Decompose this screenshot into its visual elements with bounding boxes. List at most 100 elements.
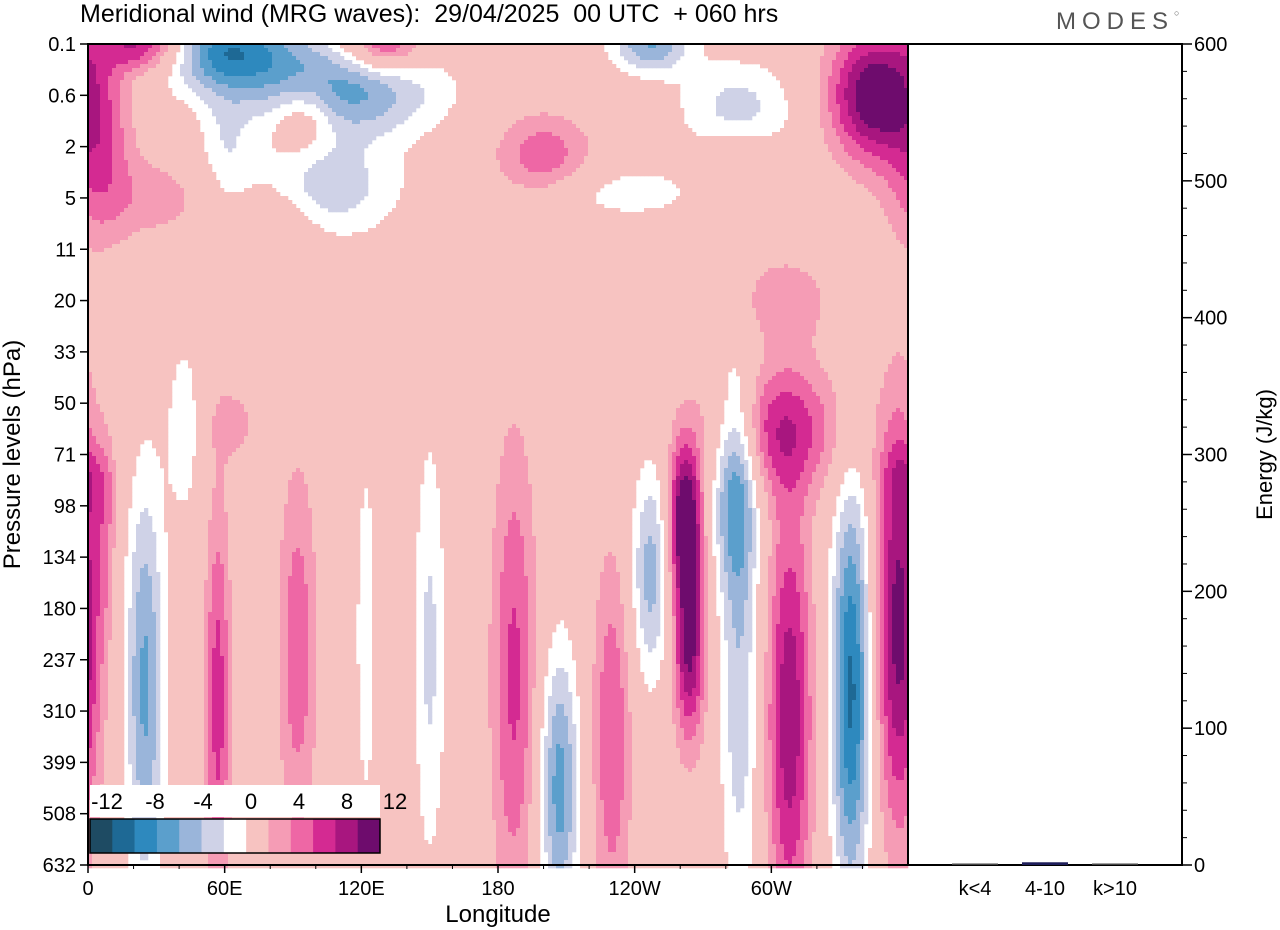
- field-cell: [636, 124, 641, 129]
- field-cell: [776, 152, 781, 157]
- field-cell: [488, 116, 493, 121]
- field-cell: [660, 108, 665, 113]
- field-cell: [508, 116, 513, 121]
- field-cell: [160, 148, 165, 153]
- field-cell: [244, 68, 249, 73]
- field-cell: [452, 148, 457, 153]
- field-cell: [200, 60, 205, 65]
- field-cell: [276, 104, 281, 109]
- field-cell: [356, 76, 361, 81]
- field-cell: [212, 104, 217, 109]
- field-cell: [600, 56, 605, 61]
- field-cell: [552, 152, 557, 157]
- field-cell: [168, 104, 173, 109]
- field-cell: [184, 140, 189, 145]
- field-cell: [464, 64, 469, 69]
- field-cell: [700, 152, 705, 157]
- field-cell: [844, 128, 849, 133]
- field-cell: [580, 48, 585, 53]
- field-cell: [832, 80, 837, 85]
- field-cell: [552, 64, 557, 69]
- field-cell: [180, 140, 185, 145]
- field-cell: [736, 44, 741, 49]
- field-cell: [688, 156, 693, 161]
- field-cell: [476, 104, 481, 109]
- field-cell: [92, 112, 97, 117]
- field-cell: [856, 128, 861, 133]
- field-cell: [112, 64, 117, 69]
- field-cell: [616, 140, 621, 145]
- field-cell: [324, 48, 329, 53]
- field-cell: [848, 108, 853, 113]
- field-cell: [408, 44, 413, 49]
- field-cell: [528, 104, 533, 109]
- field-cell: [604, 64, 609, 69]
- field-cell: [860, 112, 865, 117]
- field-cell: [816, 80, 821, 85]
- field-cell: [576, 140, 581, 145]
- field-cell: [880, 64, 885, 69]
- field-cell: [616, 108, 621, 113]
- field-cell: [900, 64, 905, 69]
- field-cell: [100, 124, 105, 129]
- field-cell: [276, 92, 281, 97]
- field-cell: [784, 152, 789, 157]
- field-cell: [484, 84, 489, 89]
- field-cell: [484, 108, 489, 113]
- field-cell: [420, 52, 425, 57]
- field-cell: [432, 52, 437, 57]
- field-cell: [880, 140, 885, 145]
- field-cell: [376, 84, 381, 89]
- field-cell: [276, 128, 281, 133]
- field-cell: [436, 48, 441, 53]
- field-cell: [896, 104, 901, 109]
- field-cell: [828, 88, 833, 93]
- field-cell: [288, 124, 293, 129]
- field-cell: [424, 132, 429, 137]
- field-cell: [432, 148, 437, 153]
- field-cell: [496, 92, 501, 97]
- field-cell: [456, 128, 461, 133]
- field-cell: [348, 148, 353, 153]
- field-cell: [892, 148, 897, 153]
- field-cell: [480, 92, 485, 97]
- field-cell: [288, 116, 293, 121]
- field-cell: [600, 92, 605, 97]
- field-cell: [624, 108, 629, 113]
- field-cell: [796, 64, 801, 69]
- field-cell: [820, 108, 825, 113]
- field-cell: [516, 84, 521, 89]
- field-cell: [304, 60, 309, 65]
- field-cell: [484, 116, 489, 121]
- field-cell: [344, 96, 349, 101]
- field-cell: [152, 64, 157, 69]
- field-cell: [356, 96, 361, 101]
- field-cell: [360, 88, 365, 93]
- field-cell: [296, 136, 301, 141]
- field-cell: [492, 148, 497, 153]
- field-cell: [176, 128, 181, 133]
- field-cell: [112, 136, 117, 141]
- field-cell: [140, 144, 145, 149]
- field-cell: [752, 104, 757, 109]
- field-cell: [180, 128, 185, 133]
- field-cell: [104, 72, 109, 77]
- field-cell: [604, 124, 609, 129]
- field-cell: [100, 96, 105, 101]
- field-cell: [120, 72, 125, 77]
- field-cell: [536, 64, 541, 69]
- field-cell: [824, 48, 829, 53]
- field-cell: [452, 68, 457, 73]
- field-cell: [592, 80, 597, 85]
- field-cell: [604, 100, 609, 105]
- field-cell: [296, 144, 301, 149]
- field-cell: [256, 48, 261, 53]
- field-cell: [452, 52, 457, 57]
- field-cell: [660, 132, 665, 137]
- field-cell: [656, 60, 661, 65]
- field-cell: [476, 108, 481, 113]
- field-cell: [840, 64, 845, 69]
- field-cell: [504, 84, 509, 89]
- field-cell: [112, 116, 117, 121]
- field-cell: [600, 80, 605, 85]
